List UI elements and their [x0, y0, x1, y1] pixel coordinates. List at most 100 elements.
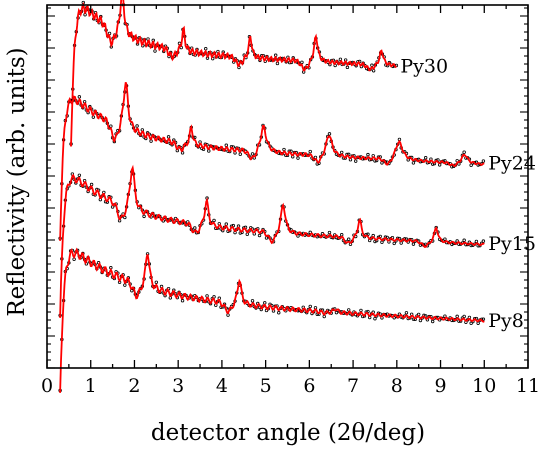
- data-point: [366, 152, 370, 157]
- x-tick-label: 4: [216, 375, 228, 397]
- data-point: [437, 163, 442, 167]
- series-fit-line: [59, 247, 485, 393]
- data-point: [149, 139, 153, 143]
- data-point: [404, 237, 409, 241]
- data-point: [334, 310, 339, 315]
- axes-layer: 0 1 2 3 4 5 6 7 8 9 10 11: [41, 4, 540, 397]
- data-point: [257, 233, 262, 238]
- data-point: [77, 173, 82, 177]
- data-point: [193, 226, 197, 230]
- series-label: Py24: [488, 153, 536, 175]
- data-point: [443, 237, 447, 241]
- data-point: [135, 124, 139, 128]
- data-point: [399, 241, 403, 245]
- x-tick-label: 6: [303, 375, 315, 397]
- data-point: [481, 317, 486, 321]
- data-point: [204, 47, 208, 51]
- data-point: [481, 239, 486, 243]
- data-point: [154, 280, 159, 284]
- data-point: [130, 289, 134, 293]
- series-label: Py30: [400, 55, 448, 77]
- data-point: [455, 314, 459, 319]
- y-axis-label: Reflectivity (arb. units): [4, 47, 30, 316]
- data-point: [450, 165, 454, 169]
- data-point: [224, 143, 228, 147]
- data-point: [275, 61, 280, 66]
- data-point: [340, 233, 344, 237]
- data-point: [373, 316, 377, 321]
- data-point: [205, 294, 209, 298]
- data-point: [340, 150, 344, 155]
- data-point: [354, 159, 358, 163]
- data-point: [380, 240, 384, 244]
- data-point: [476, 321, 480, 325]
- data-point: [430, 319, 435, 324]
- data-point: [180, 299, 185, 303]
- data-point: [338, 57, 343, 62]
- series-label: Py15: [488, 233, 536, 255]
- data-point: [418, 318, 423, 323]
- data-point: [481, 159, 486, 163]
- data-point: [300, 60, 304, 65]
- data-point: [250, 299, 255, 303]
- x-tick-label: 3: [172, 375, 184, 397]
- data-point: [91, 115, 96, 119]
- x-axis-label: detector angle (2θ/deg): [151, 420, 425, 446]
- data-point: [212, 218, 216, 223]
- data-point: [392, 241, 396, 246]
- data-point: [226, 313, 230, 317]
- x-tick-label: 1: [85, 375, 97, 397]
- data-point: [411, 161, 416, 165]
- data-point: [308, 304, 312, 309]
- data-point: [123, 283, 127, 287]
- data-point: [308, 149, 312, 154]
- data-point: [474, 239, 479, 244]
- data-point: [469, 243, 473, 248]
- series-data-points: [58, 248, 486, 393]
- data-point: [245, 232, 249, 236]
- data-point: [207, 149, 211, 153]
- data-point: [327, 230, 332, 235]
- data-point: [166, 135, 171, 139]
- data-point: [77, 95, 82, 99]
- data-point: [109, 124, 113, 128]
- data-point: [462, 238, 466, 242]
- data-point: [263, 301, 267, 305]
- series-layer: Py30 Py24 Py15 Py8: [58, 0, 536, 393]
- data-point: [250, 152, 255, 156]
- data-point: [469, 163, 473, 167]
- data-point: [411, 242, 416, 246]
- x-tick-label: 8: [391, 375, 403, 397]
- x-tick-label: 2: [128, 375, 140, 397]
- data-point: [296, 156, 300, 160]
- data-point: [168, 296, 173, 300]
- data-point: [224, 222, 228, 226]
- data-point: [282, 147, 286, 152]
- data-point: [277, 311, 281, 315]
- x-tick-label: 0: [41, 375, 53, 397]
- data-point: [153, 49, 157, 53]
- data-point: [238, 152, 242, 156]
- x-tick-label: 10: [472, 375, 496, 397]
- x-tick-label: 5: [260, 375, 272, 397]
- data-point: [462, 314, 466, 319]
- series-fit-line: [59, 164, 485, 318]
- data-point: [347, 237, 351, 241]
- series-fit-line: [59, 81, 485, 241]
- x-tick-label: 9: [434, 375, 446, 397]
- x-tick-label: 7: [347, 375, 359, 397]
- data-point: [443, 159, 447, 163]
- data-point: [345, 65, 350, 70]
- series-label: Py8: [488, 310, 524, 332]
- x-tick-label: 11: [516, 375, 540, 397]
- data-point: [462, 150, 466, 154]
- data-point: [404, 311, 409, 315]
- data-point: [423, 156, 428, 160]
- data-point: [327, 132, 332, 136]
- data-point: [142, 214, 146, 219]
- data-point: [180, 151, 185, 155]
- series-fit-line: [70, 0, 397, 147]
- data-point: [89, 182, 94, 187]
